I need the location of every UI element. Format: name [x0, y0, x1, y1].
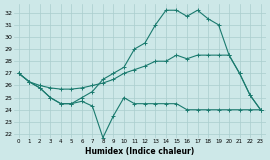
X-axis label: Humidex (Indice chaleur): Humidex (Indice chaleur) [85, 147, 194, 156]
